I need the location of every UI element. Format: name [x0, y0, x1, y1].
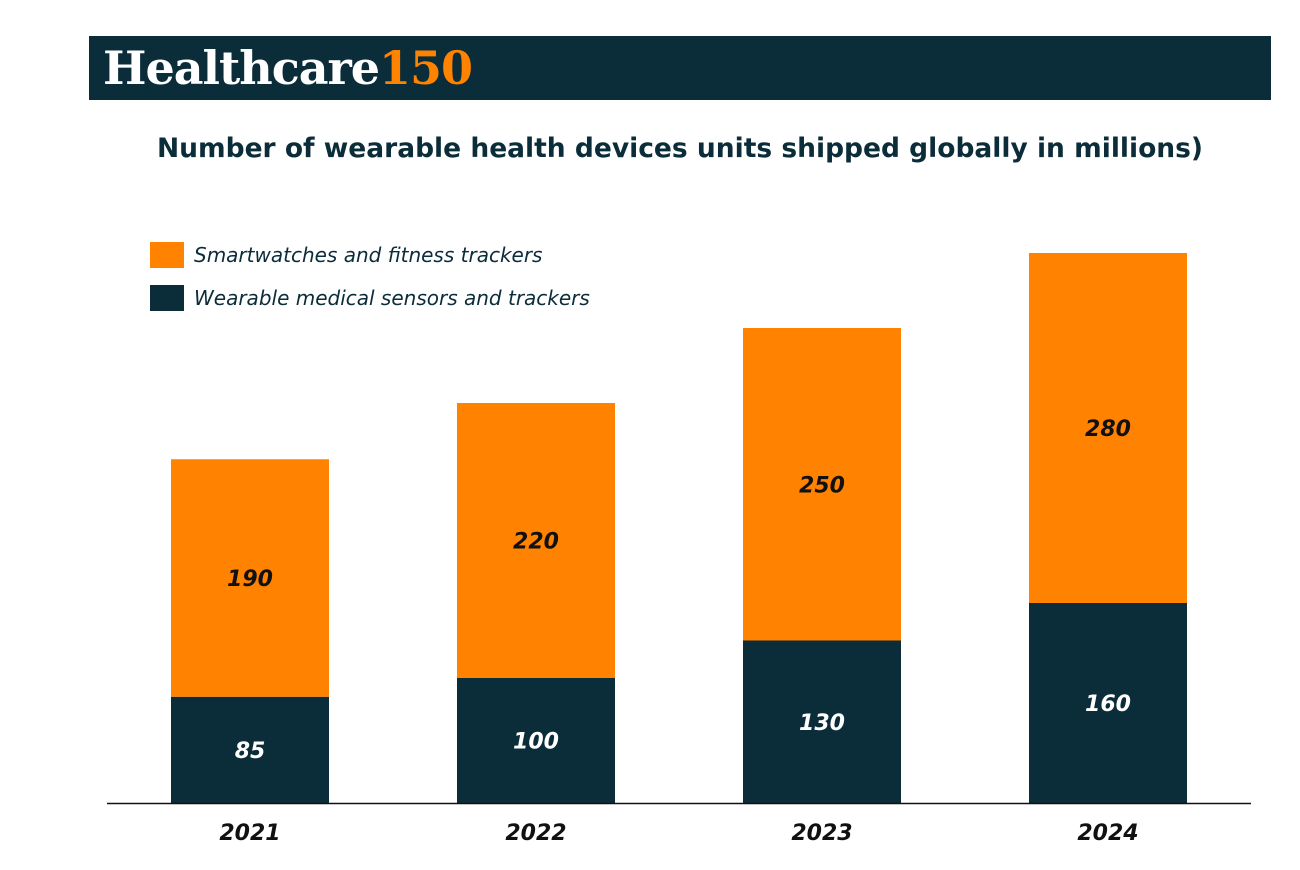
bar-value-label: 190: [227, 567, 273, 592]
bar-segment: [171, 459, 329, 697]
bar-segment: [743, 328, 901, 641]
bar-segment: [171, 696, 329, 803]
bar-value-label: 100: [513, 730, 559, 755]
legend-swatch: [150, 285, 184, 311]
logo-number: 150: [379, 41, 473, 95]
legend-swatch: [150, 242, 184, 268]
x-tick-label: 2024: [1077, 821, 1138, 846]
chart-title: Number of wearable health devices units …: [156, 133, 1204, 164]
bar-segment: [457, 678, 615, 803]
brand-logo: Healthcare150: [103, 36, 473, 100]
header-bar: Healthcare150: [89, 36, 1271, 100]
legend-label: Wearable medical sensors and trackers: [194, 286, 590, 310]
bar-value-label: 250: [799, 473, 845, 498]
bar-segment: [457, 403, 615, 678]
bar-segment: [1029, 603, 1187, 803]
legend-label: Smartwatches and fitness trackers: [194, 243, 542, 267]
x-tick-labels: 2021 2022 2023 2024: [219, 821, 1138, 846]
bar-value-label: 130: [799, 711, 845, 736]
bar-value-label: 160: [1085, 692, 1131, 717]
bar-segment: [1029, 253, 1187, 603]
bars: 85 190 100 220 130 250 160 280: [171, 253, 1187, 803]
x-tick-label: 2022: [505, 821, 566, 846]
bar-segment: [743, 640, 901, 803]
logo-word: Healthcare: [103, 41, 380, 95]
x-tick-label: 2023: [791, 821, 852, 846]
bar-value-label: 220: [513, 530, 559, 555]
legend: Smartwatches and fitness trackers Wearabl…: [150, 242, 590, 311]
bar-value-label: 85: [235, 739, 266, 764]
x-tick-label: 2021: [219, 821, 280, 846]
bar-value-label: 280: [1085, 417, 1131, 442]
